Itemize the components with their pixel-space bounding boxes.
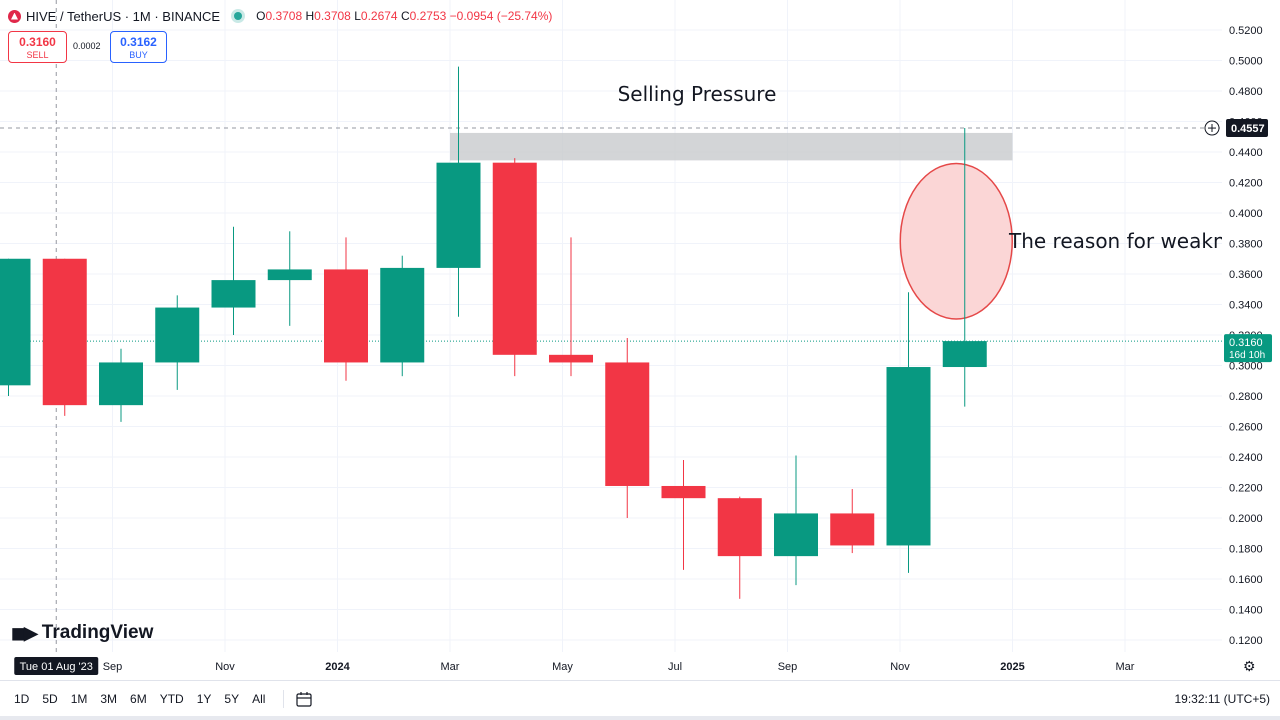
price-tick-label: 0.4000: [1229, 208, 1263, 220]
time-tick-label: Nov: [215, 661, 235, 673]
candle-body: [99, 362, 143, 406]
candle-body: [549, 354, 593, 363]
symbol-header: HIVE / TetherUS · 1M · BINANCE O0.3708 H…: [8, 6, 552, 26]
candle-body: [324, 269, 368, 363]
price-tick-label: 0.2200: [1229, 483, 1263, 495]
price-tick-label: 0.1600: [1229, 574, 1263, 586]
bottom-toolbar: 1D 5D 1M 3M 6M YTD 1Y 5Y All 19:32:11 (U…: [0, 680, 1280, 717]
bottom-strip: [0, 716, 1280, 720]
candle-body: [211, 280, 256, 308]
price-tick-label: 0.4800: [1229, 86, 1263, 98]
candle-body: [380, 267, 425, 363]
candle-body: [717, 498, 762, 557]
timeframe-1y[interactable]: 1Y: [196, 692, 212, 706]
ohlc-values: O0.3708 H0.3708 L0.2674 C0.2753 −0.0954 …: [256, 9, 553, 23]
price-tick-label: 0.2400: [1229, 452, 1263, 464]
candle-body: [492, 162, 537, 355]
timeframe-1d[interactable]: 1D: [14, 692, 30, 706]
price-tick-label: 0.3000: [1229, 361, 1263, 373]
clock-timezone[interactable]: 19:32:11 (UTC+5): [1174, 692, 1271, 706]
market-status-icon: [234, 12, 243, 20]
calendar-icon[interactable]: [283, 690, 314, 708]
last-price-label: 0.3160: [1229, 337, 1263, 349]
spread-value: 0.0002: [73, 41, 101, 51]
tradingview-logo-icon: ◼▶: [11, 622, 38, 643]
price-tick-label: 0.1200: [1229, 635, 1263, 647]
time-tick-label: May: [552, 661, 573, 673]
candle-body: [42, 258, 87, 406]
timeframe-5d[interactable]: 5D: [42, 692, 58, 706]
symbol-title[interactable]: HIVE / TetherUS · 1M · BINANCE: [26, 8, 221, 24]
candle-body: [605, 362, 650, 486]
price-tick-label: 0.4200: [1229, 178, 1263, 190]
tradingview-logo[interactable]: ◼▶ TradingView: [11, 622, 154, 643]
price-tick-label: 0.4400: [1229, 147, 1263, 159]
timeframe-all[interactable]: All: [252, 692, 266, 706]
price-tick-label: 0.2800: [1229, 391, 1263, 403]
price-tick-label: 0.2000: [1229, 513, 1263, 525]
crosshair-date-label: Tue 01 Aug '23: [20, 661, 93, 673]
price-tick-label: 0.5200: [1229, 25, 1263, 37]
countdown-label: 16d 10h: [1229, 350, 1265, 361]
candle-body: [830, 513, 875, 546]
timeframe-3m[interactable]: 3M: [100, 692, 118, 706]
change-value: −0.0954 (−25.74%): [449, 9, 553, 23]
price-tick-label: 0.3800: [1229, 239, 1263, 251]
candle-body: [661, 485, 706, 499]
selling-pressure-label: Selling Pressure: [618, 82, 777, 106]
crosshair-price-label: 0.4557: [1231, 123, 1265, 135]
price-tick-label: 0.5000: [1229, 56, 1263, 68]
crosshair-price-tag: [1226, 119, 1268, 138]
price-tick-label: 0.3400: [1229, 300, 1263, 312]
buy-button[interactable]: 0.3162 BUY: [110, 31, 167, 63]
time-tick-label: Nov: [890, 661, 910, 673]
timeframe-ytd[interactable]: YTD: [159, 692, 184, 706]
time-tick-label: Mar: [1116, 661, 1135, 673]
sell-button[interactable]: 0.3160 SELL: [8, 31, 67, 63]
time-tick-label: Sep: [778, 661, 798, 673]
timeframe-5y[interactable]: 5Y: [224, 692, 240, 706]
candle-body: [155, 307, 200, 363]
price-tick-label: 0.1800: [1229, 544, 1263, 556]
selling-pressure-zone: [450, 132, 1013, 161]
crosshair-date-tag: [14, 657, 99, 675]
candle-body: [0, 258, 31, 386]
candle-body: [886, 367, 931, 546]
last-price-tag: [1224, 334, 1272, 363]
timeframe-6m[interactable]: 6M: [130, 692, 147, 706]
price-tick-label: 0.3600: [1229, 269, 1263, 281]
time-tick-label: 2025: [1000, 661, 1024, 673]
candle-body: [267, 269, 312, 281]
time-tick-label: Mar: [441, 661, 460, 673]
chart-settings-icon[interactable]: ⚙: [1243, 658, 1256, 674]
candle-body: [942, 341, 987, 368]
weakness-ellipse: [899, 162, 1013, 320]
time-tick-label: Sep: [103, 661, 123, 673]
time-tick-label: Jul: [668, 661, 682, 673]
price-tick-label: 0.2600: [1229, 422, 1263, 434]
weakness-label: The reason for weakness: [1008, 229, 1259, 253]
candle-body: [774, 513, 818, 557]
candle-body: [436, 162, 481, 268]
hive-coin-icon: [8, 9, 21, 23]
time-tick-label: 2024: [325, 661, 350, 673]
timeframe-1m[interactable]: 1M: [70, 692, 88, 706]
price-tick-label: 0.1400: [1229, 605, 1263, 617]
